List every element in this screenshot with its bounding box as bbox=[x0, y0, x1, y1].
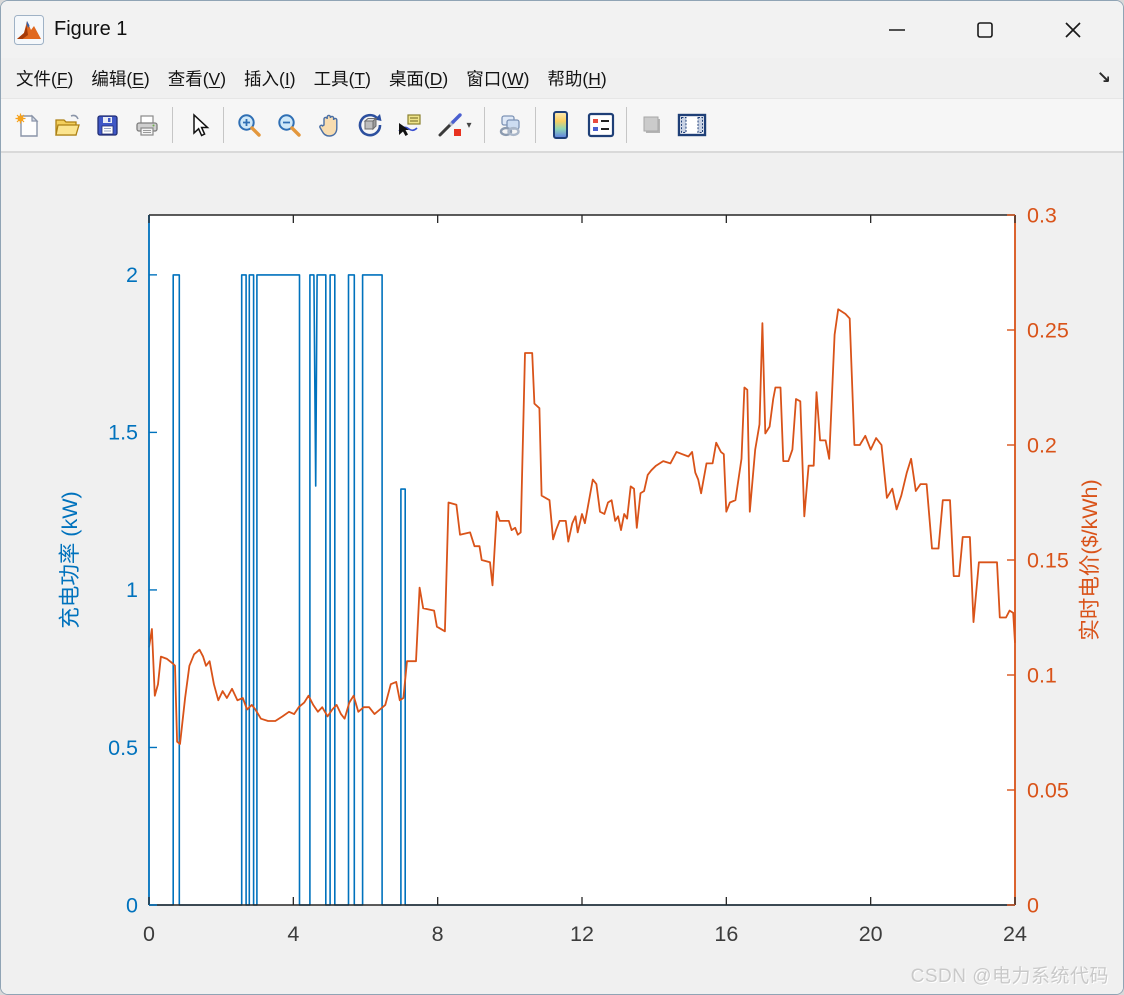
open-file-button[interactable] bbox=[47, 105, 87, 145]
menu-item-file[interactable]: 文件(F) bbox=[16, 68, 74, 89]
link-plot-button[interactable] bbox=[490, 105, 530, 145]
x-tick-label: 20 bbox=[859, 922, 883, 946]
zoom-in-button[interactable] bbox=[229, 105, 269, 145]
open-file-icon bbox=[54, 114, 80, 136]
x-tick-label: 0 bbox=[143, 922, 155, 946]
show-plot-tools-dock-icon bbox=[677, 113, 707, 137]
left-tick-label: 1.5 bbox=[108, 421, 138, 445]
plot-area[interactable] bbox=[149, 215, 1015, 905]
save-figure-icon bbox=[96, 114, 118, 136]
series-electricity-price bbox=[148, 308, 1016, 745]
maximize-button[interactable] bbox=[969, 14, 1001, 46]
menu-bar: 文件(F) 编辑(E) 查看(V) 插入(I) 工具(T) 桌面(D) 窗口(W) 帮助(H)… bbox=[1, 58, 1123, 99]
chart-svg[interactable]: 0 4 8 12 16 20 2400.511.5200.050.10.150.20.250… bbox=[1, 153, 1124, 994]
left-tick-label: 0.5 bbox=[108, 736, 138, 760]
right-tick-label: 0.15 bbox=[1027, 548, 1069, 572]
toolbar-separator bbox=[626, 107, 627, 143]
right-tick-label: 0.25 bbox=[1027, 318, 1069, 342]
figure-canvas[interactable]: 0 4 8 12 16 20 24 0 0.5 1 1.5 2 0 0.05 0.1 0.15 0.2 0.25 0… bbox=[1, 153, 1123, 994]
right-tick-label: 0.1 bbox=[1027, 663, 1057, 687]
link-plot-icon bbox=[499, 114, 520, 136]
insert-legend-icon bbox=[587, 112, 615, 138]
insert-colorbar-icon bbox=[553, 111, 568, 139]
right-tick-label: 0 bbox=[1027, 893, 1039, 917]
menu-items-container: 文件(F) 编辑(E) 查看(V) 插入(I) 工具(T) 桌面(D) 窗口(W) 帮助(H) bbox=[7, 60, 616, 97]
brush-button[interactable]: ▾ bbox=[429, 105, 479, 145]
x-tick-label: 16 bbox=[714, 922, 738, 946]
edit-plot-icon bbox=[192, 112, 209, 137]
zoom-in-icon bbox=[238, 114, 261, 137]
right-tick-label: 0.3 bbox=[1027, 203, 1057, 227]
left-tick-label: 0 bbox=[126, 893, 138, 917]
data-cursor-icon bbox=[398, 114, 421, 136]
menu-item-edit[interactable]: 编辑(E) bbox=[91, 68, 150, 89]
window-controls bbox=[881, 14, 1089, 46]
zoom-out-button[interactable] bbox=[269, 105, 309, 145]
pan-icon bbox=[318, 114, 337, 137]
hide-plot-tools-icon bbox=[643, 116, 660, 133]
toolbar-separator bbox=[535, 107, 536, 143]
matlab-logo-icon bbox=[14, 14, 44, 45]
right-axis-label: 实时电价($/kWh) bbox=[1078, 479, 1102, 640]
x-tick-label: 24 bbox=[1003, 922, 1027, 946]
menu-item-insert[interactable]: 插入(I) bbox=[244, 68, 296, 89]
x-tick-label: 4 bbox=[287, 922, 299, 946]
hide-plot-tools-button[interactable] bbox=[632, 105, 672, 145]
print-figure-button[interactable] bbox=[127, 105, 167, 145]
toolbar-separator bbox=[172, 107, 173, 143]
menu-item-help[interactable]: 帮助(H) bbox=[547, 68, 607, 89]
right-tick-label: 0.2 bbox=[1027, 433, 1057, 457]
brush-dropdown-caret-icon[interactable]: ▾ bbox=[466, 119, 472, 131]
menu-item-tools[interactable]: 工具(T) bbox=[313, 68, 371, 89]
dock-figure-arrow-icon[interactable]: ↘ bbox=[1096, 68, 1111, 87]
csdn-watermark: CSDN @电力系统代码 bbox=[910, 966, 1109, 987]
data-cursor-button[interactable] bbox=[389, 105, 429, 145]
brush-icon bbox=[438, 113, 463, 137]
show-plot-tools-dock-button[interactable] bbox=[672, 105, 712, 145]
x-tick-label: 12 bbox=[570, 922, 594, 946]
title-bar: Figure 1 bbox=[1, 1, 1123, 58]
insert-colorbar-button[interactable] bbox=[541, 105, 581, 145]
rotate-3d-icon bbox=[358, 113, 382, 137]
right-tick-label: 0.05 bbox=[1027, 778, 1069, 802]
zoom-out-icon bbox=[278, 114, 301, 137]
pan-button[interactable] bbox=[309, 105, 349, 145]
left-tick-label: 2 bbox=[126, 263, 138, 287]
new-figure-icon bbox=[15, 113, 38, 137]
toolbar-separator bbox=[484, 107, 485, 143]
edit-plot-button[interactable] bbox=[178, 105, 218, 145]
new-figure-button[interactable] bbox=[7, 105, 47, 145]
x-tick-label: 8 bbox=[432, 922, 444, 946]
print-figure-icon bbox=[136, 114, 158, 136]
close-button[interactable] bbox=[1057, 14, 1089, 46]
figure-toolbar: ▾ bbox=[1, 99, 1123, 153]
left-axis-label: 充电功率 (kW) bbox=[58, 491, 82, 628]
save-figure-button[interactable] bbox=[87, 105, 127, 145]
minimize-button[interactable] bbox=[881, 14, 913, 46]
series-charging-power bbox=[149, 274, 1015, 906]
insert-legend-button[interactable] bbox=[581, 105, 621, 145]
menu-item-view[interactable]: 查看(V) bbox=[167, 68, 227, 89]
toolbar-separator bbox=[223, 107, 224, 143]
menu-item-window[interactable]: 窗口(W) bbox=[466, 68, 530, 89]
menu-item-desktop[interactable]: 桌面(D) bbox=[388, 68, 449, 89]
left-tick-label: 1 bbox=[126, 578, 138, 602]
window-title: Figure 1 bbox=[54, 18, 128, 40]
rotate-3d-button[interactable] bbox=[349, 105, 389, 145]
